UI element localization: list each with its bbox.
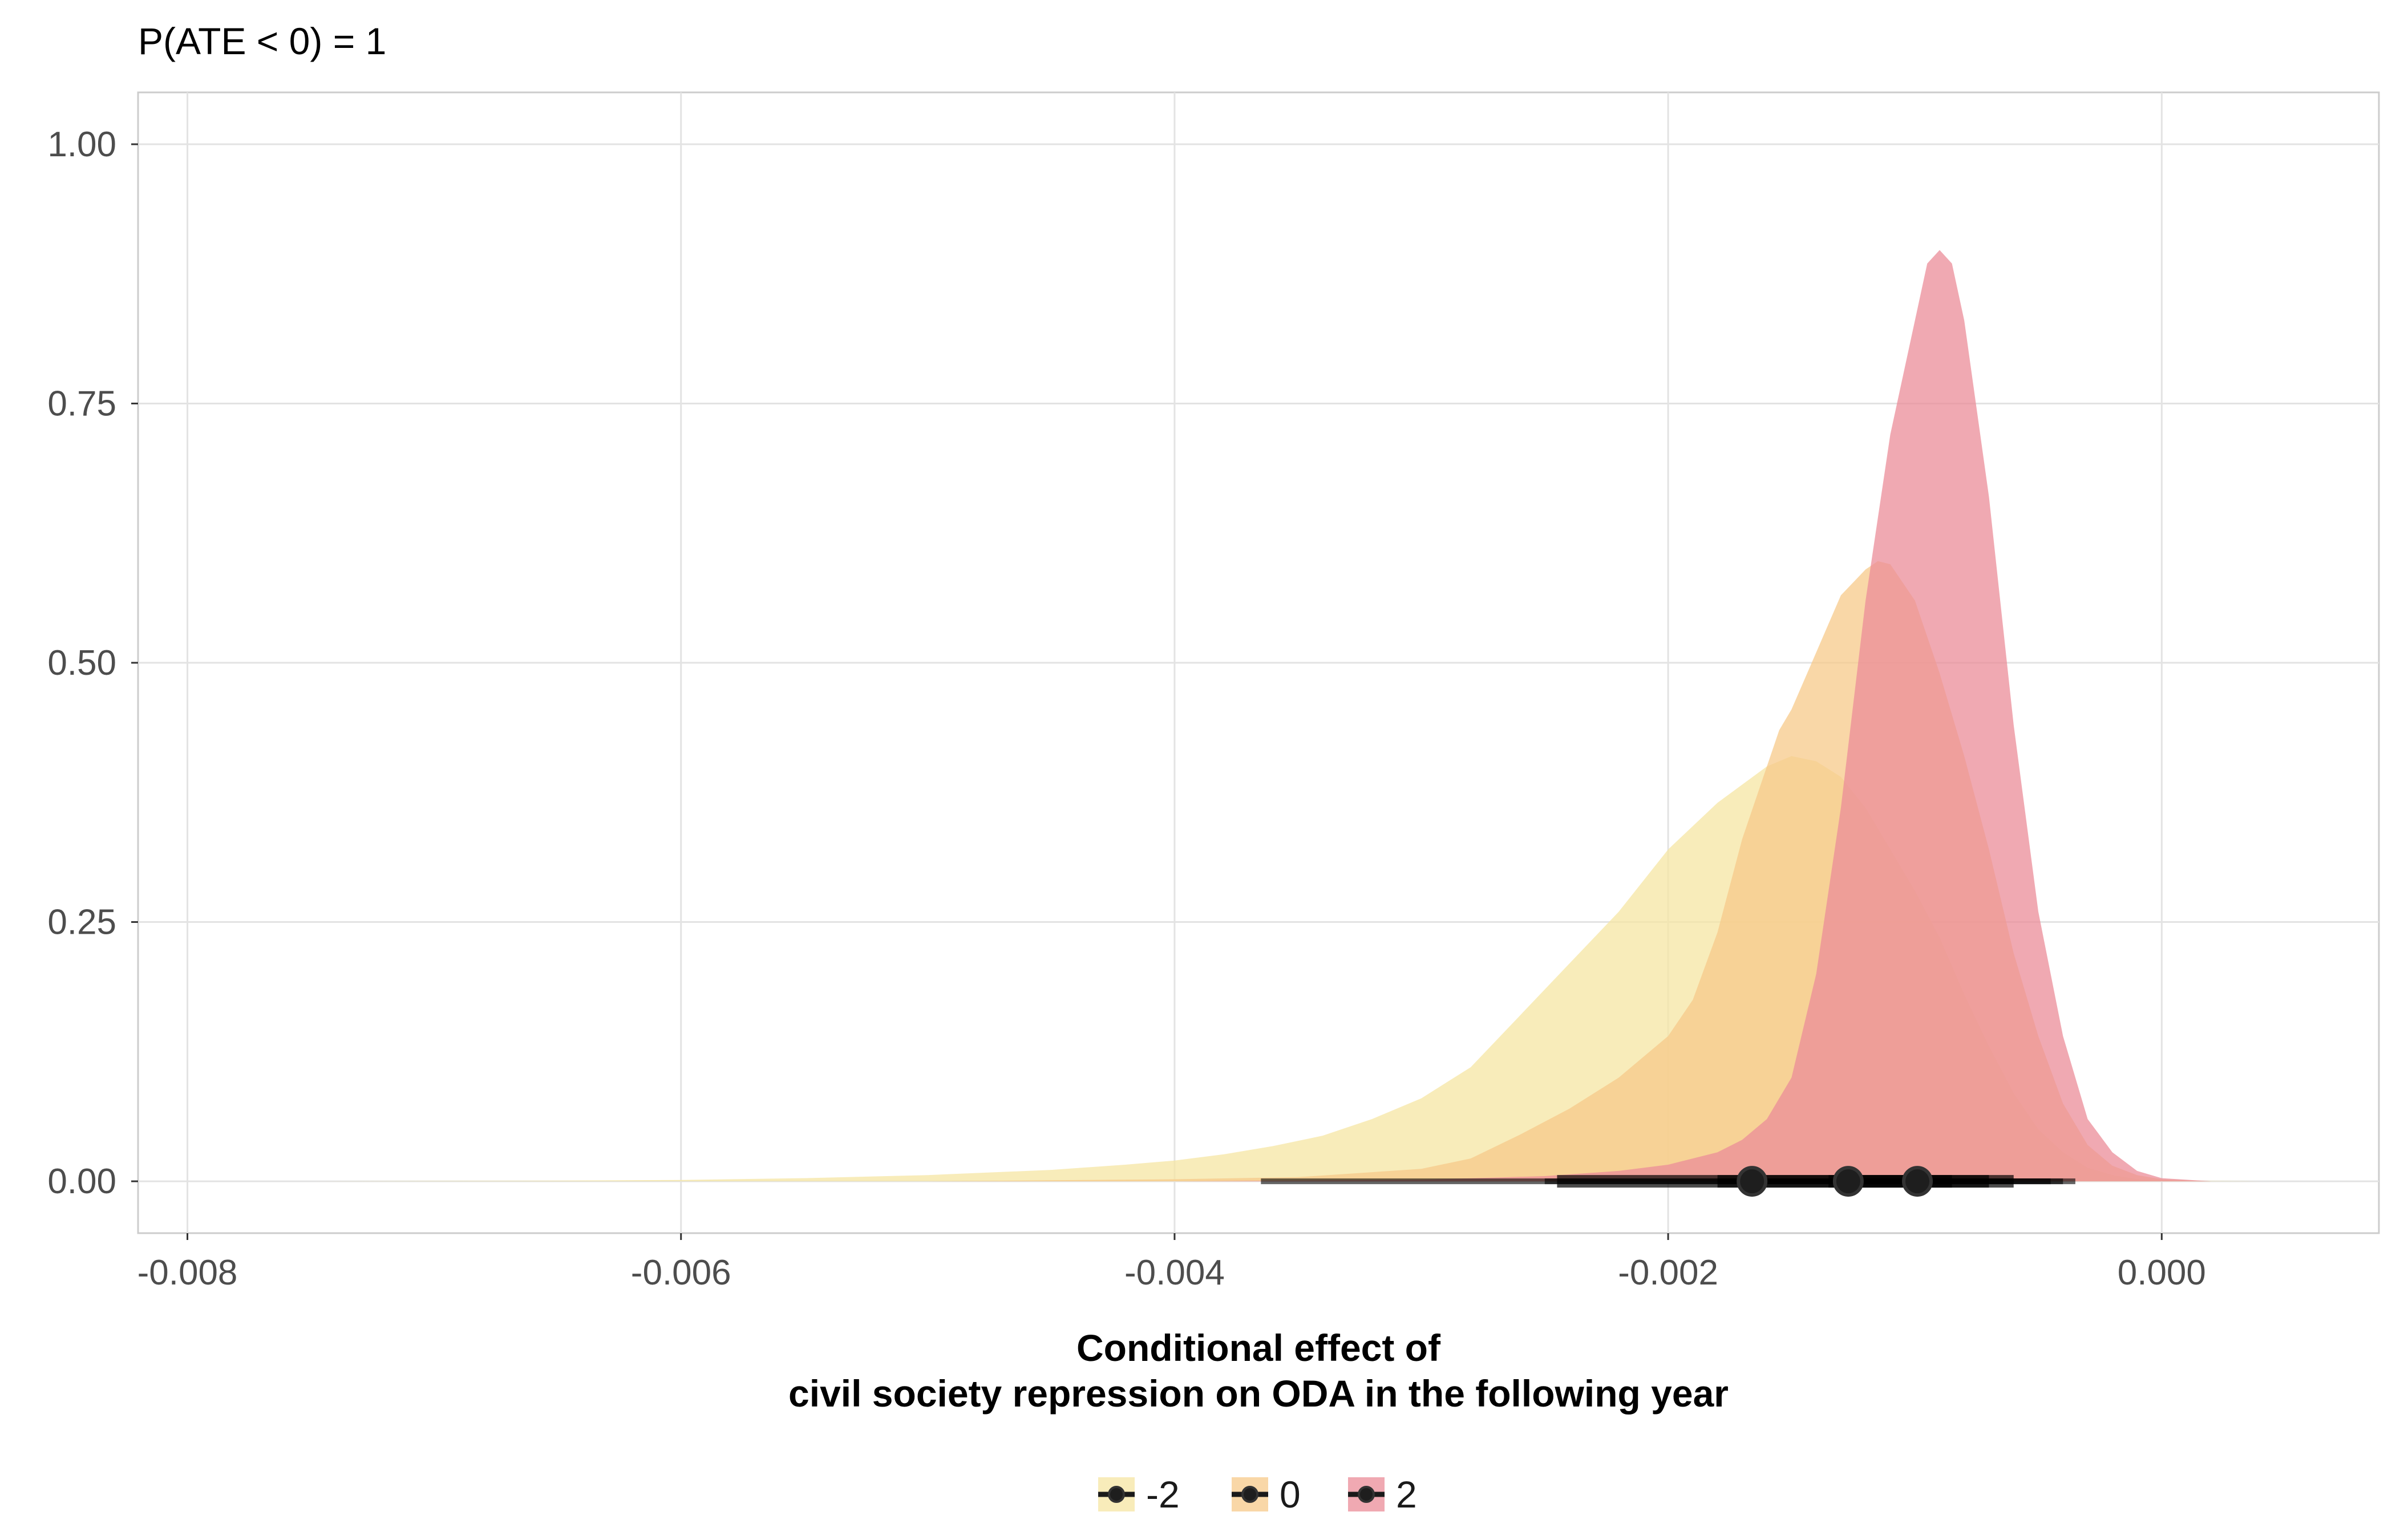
y-tick-label: 0.50 — [47, 643, 116, 683]
y-tick-label: 0.00 — [47, 1162, 116, 1201]
x-tick-label: -0.004 — [1124, 1253, 1225, 1292]
x-tick-label: -0.008 — [137, 1253, 238, 1292]
x-axis-label-line-1: Conditional effect of — [1076, 1327, 1441, 1369]
legend-item-0: -2 — [1098, 1473, 1180, 1515]
x-tick-label: -0.006 — [631, 1253, 731, 1292]
density-areas — [310, 250, 2261, 1182]
legend-key-point — [1241, 1486, 1258, 1503]
legend-key-point — [1358, 1486, 1375, 1503]
chart-title: P(ATE < 0) = 1 — [138, 20, 386, 62]
x-axis: -0.008 -0.006 -0.004 -0.002 0.000 — [137, 1233, 2206, 1292]
median-point-series-1 — [1832, 1166, 1864, 1197]
median-point-series-2 — [1902, 1166, 1933, 1197]
legend: -2 0 2 — [1098, 1473, 1417, 1515]
x-axis-label-line-2: civil society repression on ODA in the f… — [788, 1372, 1729, 1415]
density-area-series-2 — [1174, 250, 2211, 1182]
legend-label: 0 — [1280, 1473, 1301, 1515]
y-tick-label: 0.75 — [47, 384, 116, 423]
y-tick-label: 1.00 — [47, 125, 116, 164]
x-tick-label: -0.002 — [1618, 1253, 1718, 1292]
legend-item-1: 0 — [1232, 1473, 1301, 1515]
x-tick-label: 0.000 — [2118, 1253, 2206, 1292]
point-intervals — [1261, 1166, 2075, 1197]
legend-label: -2 — [1146, 1473, 1180, 1515]
median-point-series-0 — [1737, 1166, 1768, 1197]
y-tick-label: 0.25 — [47, 903, 116, 942]
legend-item-2: 2 — [1348, 1473, 1417, 1515]
legend-label: 2 — [1396, 1473, 1417, 1515]
legend-key-point — [1108, 1486, 1125, 1503]
y-axis: 0.00 0.25 0.50 0.75 1.00 — [47, 125, 138, 1201]
